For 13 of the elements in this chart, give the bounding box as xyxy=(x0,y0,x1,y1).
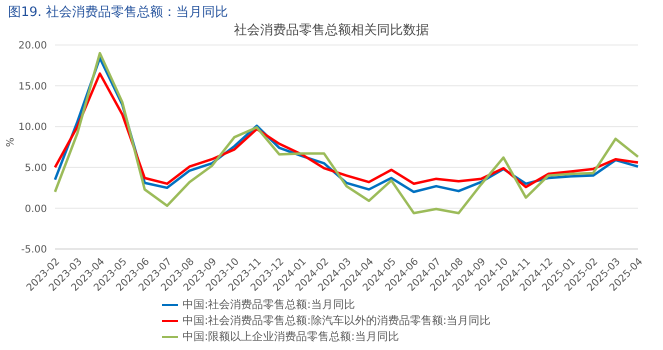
y-tick-label: 0.00 xyxy=(24,204,47,215)
y-tick-label: 15.00 xyxy=(18,81,47,92)
y-tick-label: 5.00 xyxy=(24,162,47,174)
y-tick-label: 10.00 xyxy=(18,122,47,134)
legend-label: 中国:社会消费品零售总额:当月同比 xyxy=(182,298,355,312)
chart-title: 社会消费品零售总额相关同比数据 xyxy=(233,22,430,39)
y-tick-label: 20.00 xyxy=(18,40,47,52)
chart-subtitle: 图19. 社会消费品零售总额：当月同比 xyxy=(7,4,229,21)
line-series xyxy=(54,52,640,214)
legend-label: 中国:社会消费品零售总额:除汽车以外的消费品零售额:当月同比 xyxy=(182,314,491,328)
y-tick-label: -5.00 xyxy=(21,244,47,256)
legend-label: 中国:限额以上企业消费品零售总额:当月同比 xyxy=(182,330,399,344)
y-axis-title: % xyxy=(6,137,17,147)
